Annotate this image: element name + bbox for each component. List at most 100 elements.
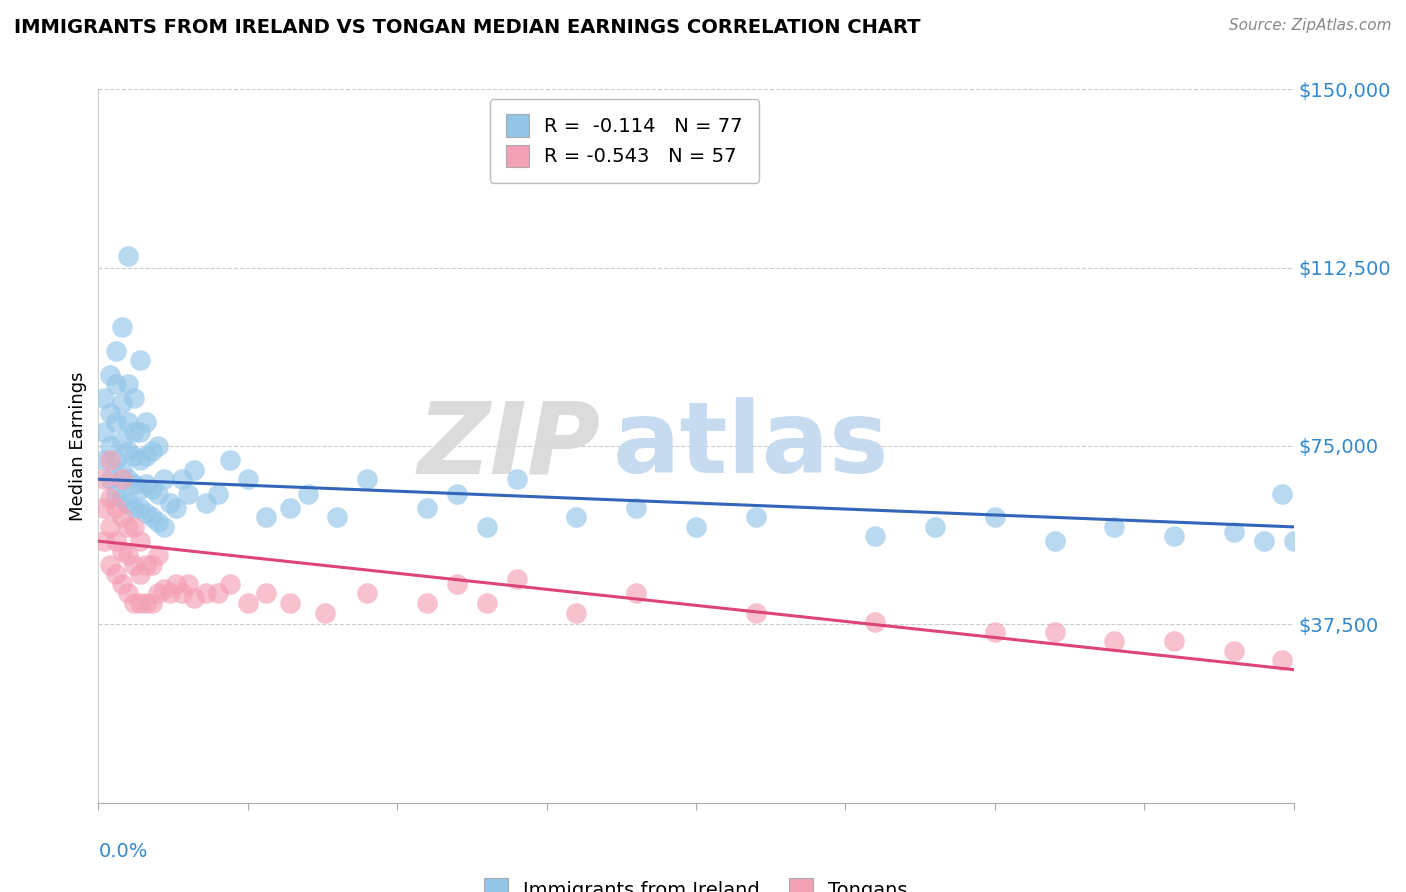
Point [356, 586, 378, 600]
Point [148, 439, 170, 453]
Point [93, 472, 115, 486]
Point [105, 534, 128, 549]
Point [172, 472, 194, 486]
Point [124, 477, 146, 491]
Point [565, 510, 588, 524]
Point [117, 249, 139, 263]
Point [297, 486, 319, 500]
Point [865, 529, 887, 543]
Point [105, 500, 128, 515]
Point [129, 353, 152, 368]
Point [165, 577, 187, 591]
Point [159, 496, 181, 510]
Point [111, 510, 134, 524]
Y-axis label: Median Earnings: Median Earnings [69, 371, 87, 521]
Point [1104, 634, 1126, 648]
Point [98, 472, 122, 486]
Point [1043, 534, 1066, 549]
Point [565, 606, 588, 620]
Point [148, 549, 170, 563]
Point [105, 415, 128, 429]
Point [254, 510, 277, 524]
Point [129, 425, 152, 439]
Point [219, 453, 242, 467]
Point [141, 596, 163, 610]
Point [93, 500, 115, 515]
Point [111, 577, 134, 591]
Point [984, 510, 1007, 524]
Point [111, 472, 134, 486]
Point [129, 500, 152, 515]
Point [124, 520, 146, 534]
Point [117, 377, 139, 392]
Point [98, 453, 122, 467]
Point [685, 520, 707, 534]
Point [153, 582, 176, 596]
Text: 0.0%: 0.0% [98, 842, 148, 861]
Point [254, 586, 277, 600]
Point [98, 558, 122, 572]
Point [93, 453, 115, 467]
Point [165, 500, 187, 515]
Point [177, 486, 200, 500]
Point [111, 543, 134, 558]
Point [183, 591, 205, 606]
Text: ZIP: ZIP [418, 398, 600, 494]
Point [93, 534, 115, 549]
Point [446, 486, 468, 500]
Point [117, 443, 139, 458]
Point [124, 596, 146, 610]
Point [98, 520, 122, 534]
Point [207, 486, 229, 500]
Point [105, 567, 128, 582]
Point [172, 586, 194, 600]
Point [117, 496, 139, 510]
Point [159, 586, 181, 600]
Point [98, 368, 122, 382]
Point [98, 406, 122, 420]
Point [236, 596, 259, 610]
Point [148, 586, 170, 600]
Legend: Immigrants from Ireland, Tongans: Immigrants from Ireland, Tongans [468, 863, 924, 892]
Point [1271, 486, 1294, 500]
Point [745, 510, 768, 524]
Point [326, 510, 349, 524]
Point [105, 343, 128, 358]
Point [135, 477, 157, 491]
Point [148, 486, 170, 500]
Point [129, 534, 152, 549]
Point [195, 496, 218, 510]
Point [117, 549, 139, 563]
Point [865, 615, 887, 629]
Point [135, 415, 157, 429]
Point [924, 520, 946, 534]
Point [1104, 520, 1126, 534]
Point [141, 558, 163, 572]
Point [475, 520, 498, 534]
Point [135, 558, 157, 572]
Point [124, 558, 146, 572]
Point [105, 377, 128, 392]
Point [124, 392, 146, 406]
Point [315, 606, 337, 620]
Point [1282, 534, 1305, 549]
Point [506, 572, 529, 586]
Point [111, 434, 134, 449]
Point [98, 439, 122, 453]
Point [111, 463, 134, 477]
Text: atlas: atlas [613, 398, 889, 494]
Point [475, 596, 498, 610]
Point [745, 606, 768, 620]
Point [129, 482, 152, 496]
Point [124, 449, 146, 463]
Point [111, 396, 134, 410]
Point [98, 491, 122, 506]
Point [153, 472, 176, 486]
Point [129, 453, 152, 467]
Point [1271, 653, 1294, 667]
Point [148, 515, 170, 529]
Point [506, 472, 529, 486]
Point [1223, 524, 1246, 539]
Point [124, 425, 146, 439]
Point [984, 624, 1007, 639]
